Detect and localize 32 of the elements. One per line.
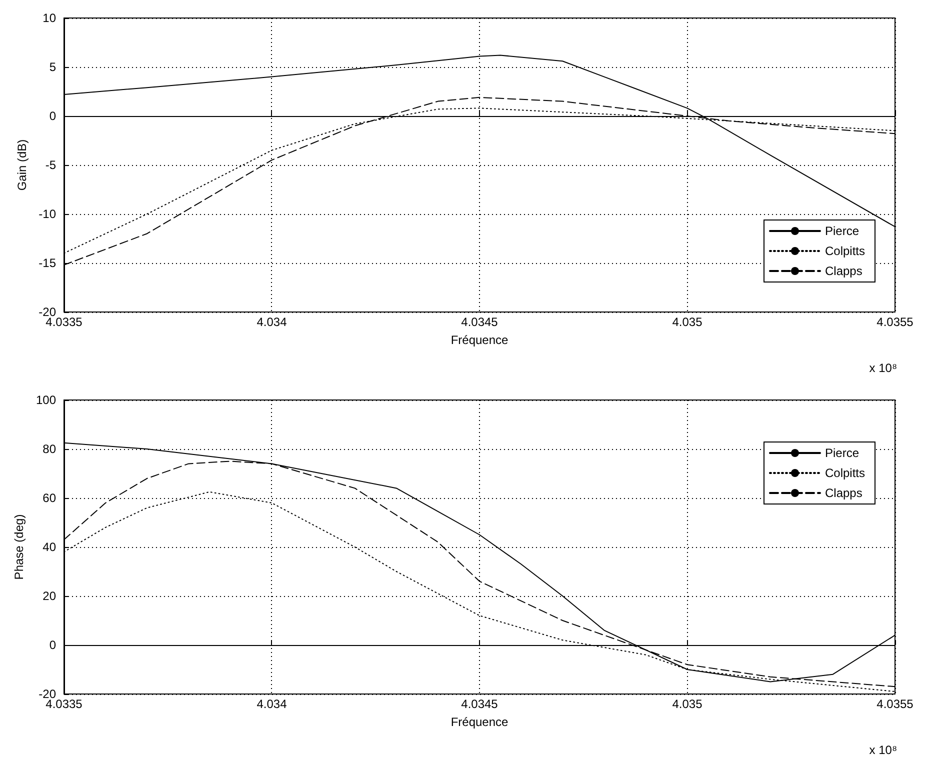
legend-label: Colpitts bbox=[824, 244, 865, 258]
y-tick-label: 80 bbox=[42, 442, 56, 456]
x-tick-label: 4.034 bbox=[256, 697, 288, 711]
x-tick-label: 4.0345 bbox=[461, 315, 498, 329]
y-axis-title: Gain (dB) bbox=[14, 139, 29, 191]
legend-label: Pierce bbox=[824, 224, 860, 238]
x-tick-label: 4.035 bbox=[672, 697, 703, 711]
y-tick-label: -10 bbox=[38, 207, 56, 221]
y-tick-label: 100 bbox=[36, 393, 56, 407]
x-tick-label: 4.0355 bbox=[876, 697, 914, 711]
text: x 10⁸ bbox=[869, 361, 898, 375]
y-tick-label: 10 bbox=[42, 11, 56, 25]
legend-label: Clapps bbox=[824, 264, 862, 278]
y-axis-title: Phase (deg) bbox=[12, 514, 26, 580]
y-tick-label: 0 bbox=[49, 638, 56, 652]
legend-label: Colpitts bbox=[824, 466, 865, 480]
y-tick-label: 0 bbox=[49, 109, 56, 123]
x-axis-title: Fréquence bbox=[450, 333, 509, 347]
y-tick-label: -5 bbox=[45, 158, 56, 172]
y-tick-label: 40 bbox=[42, 540, 56, 554]
x-tick-label: 4.0345 bbox=[461, 697, 498, 711]
x-axis-title: Fréquence bbox=[450, 715, 509, 729]
y-tick-label: 20 bbox=[42, 589, 56, 603]
text: x 10⁸ bbox=[869, 743, 898, 757]
y-tick-label: 5 bbox=[49, 60, 56, 74]
x-tick-label: 4.0355 bbox=[876, 315, 914, 329]
y-tick-label: -15 bbox=[38, 256, 56, 270]
legend-label: Pierce bbox=[824, 446, 860, 460]
x-tick-label: 4.034 bbox=[256, 315, 288, 329]
y-tick-label: 60 bbox=[42, 491, 56, 505]
legend-label: Clapps bbox=[824, 486, 862, 500]
x-tick-label: 4.035 bbox=[672, 315, 703, 329]
